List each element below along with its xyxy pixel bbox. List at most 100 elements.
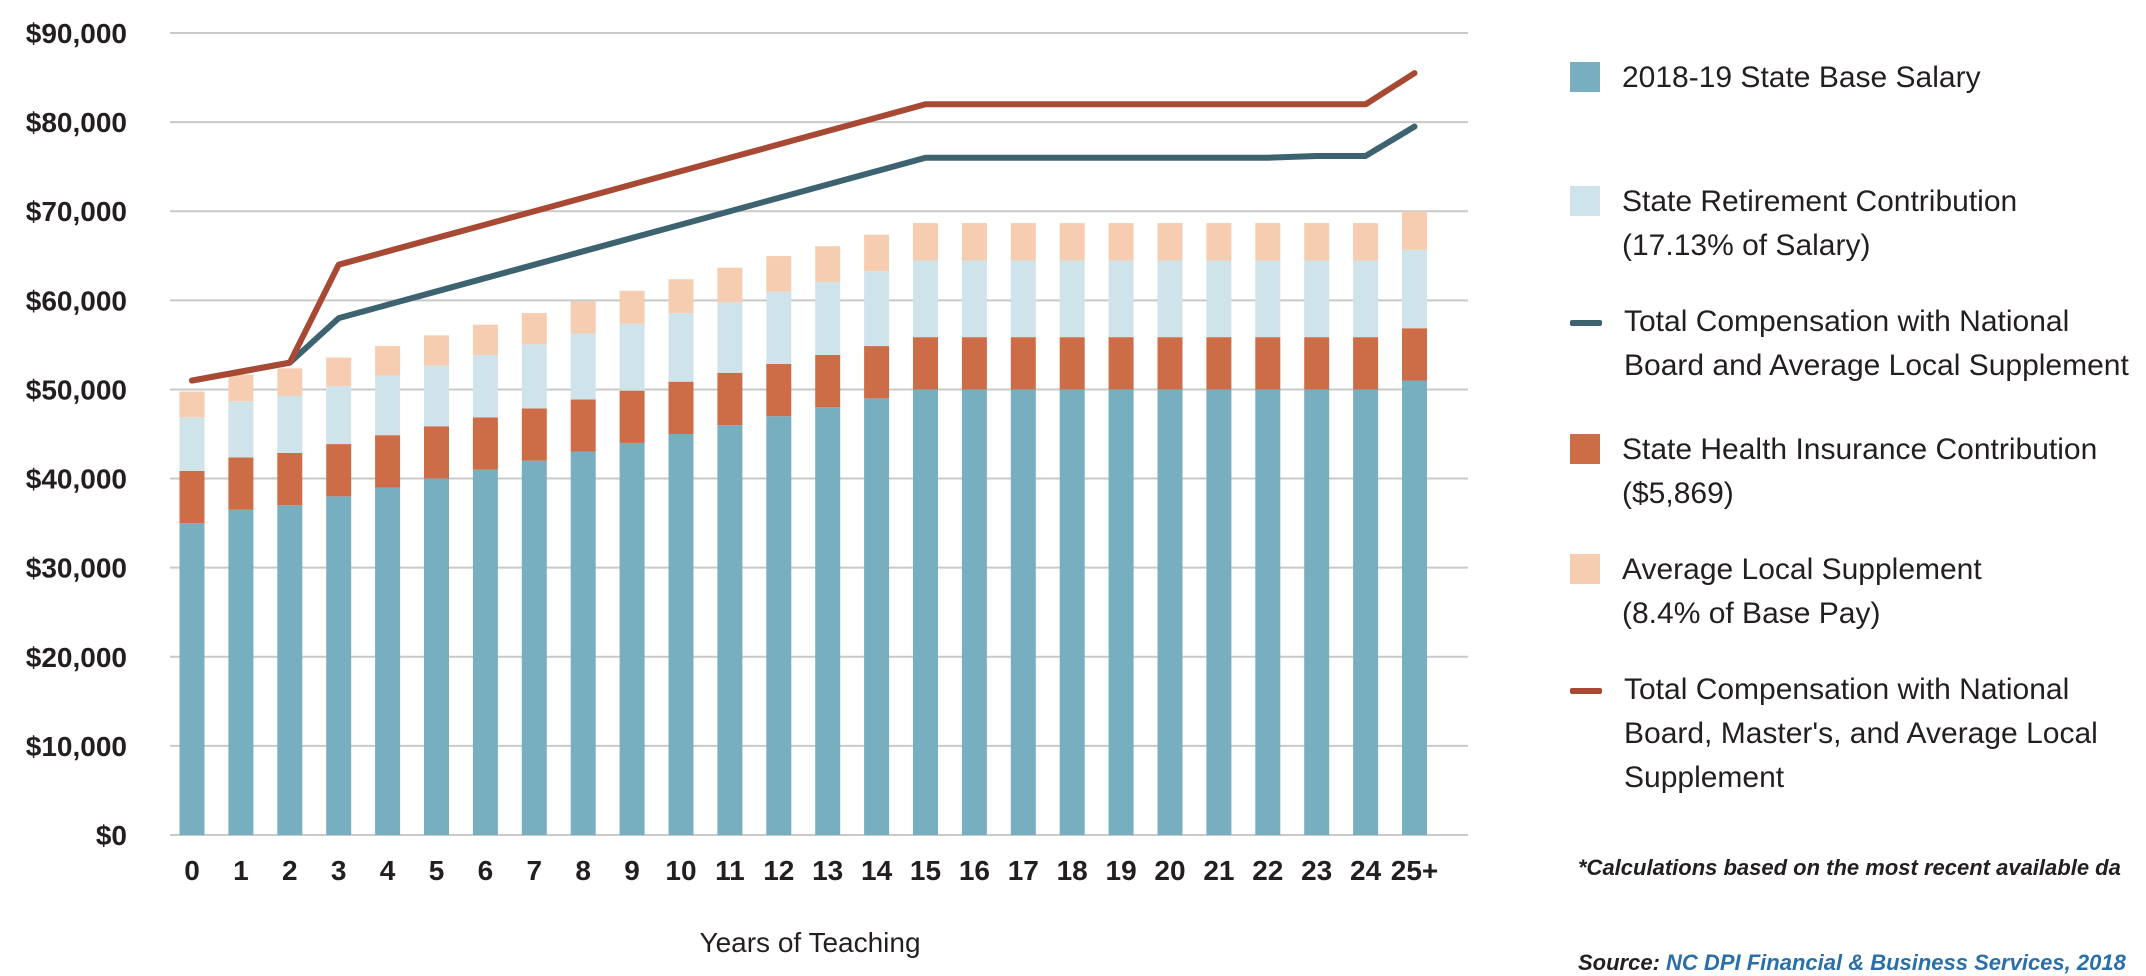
legend-item: State Retirement Contribution (17.13% of… [1570, 180, 2017, 268]
x-tick-label: 16 [959, 855, 990, 886]
bar-segment-1 [1255, 337, 1281, 390]
x-tick-label: 2 [282, 855, 298, 886]
line-series [189, 70, 1418, 384]
bar-segment-0 [1059, 389, 1085, 835]
bar-segment-3 [864, 234, 890, 272]
bar-segment-0 [619, 442, 645, 835]
x-tick-label: 18 [1057, 855, 1088, 886]
bar-segment-2 [668, 313, 694, 382]
x-tick-label: 8 [575, 855, 591, 886]
bar-segment-3 [1059, 223, 1085, 261]
bar-segment-3 [326, 357, 352, 387]
legend-label: Total Compensation with National Board a… [1624, 305, 2129, 382]
bar-segment-3 [1353, 223, 1379, 261]
bar-stack [1402, 211, 1427, 835]
x-tick-label: 1 [233, 855, 249, 886]
legend-color-swatch [1570, 434, 1600, 464]
bar-segment-2 [326, 386, 352, 445]
bar-segment-3 [179, 391, 205, 418]
x-tick-label: 5 [429, 855, 445, 886]
bar-segment-3 [424, 335, 449, 366]
chart: $0 $10,000 $20,000 $30,000 $40,000 $50,000 $60… [26, 18, 1468, 958]
bar-segment-2 [1010, 260, 1036, 338]
bar-segment-1 [1059, 337, 1085, 390]
bar-segment-0 [1255, 389, 1281, 835]
x-tick-label: 19 [1106, 855, 1137, 886]
bar-stack [326, 357, 352, 835]
legend-color-swatch [1570, 554, 1600, 584]
bar-segment-3 [1010, 223, 1036, 261]
series-line-0 [189, 123, 1418, 384]
bar-segment-0 [1157, 389, 1183, 835]
legend-item: Total Compensation with National Board, … [1570, 668, 2098, 800]
x-tick-label: 24 [1350, 855, 1382, 886]
bar-segment-0 [961, 389, 987, 835]
y-tick-label: $40,000 [26, 464, 127, 495]
bar-segment-0 [1353, 389, 1379, 835]
y-tick-label: $50,000 [26, 374, 127, 405]
bar-segment-0 [1304, 389, 1330, 835]
bar-segment-2 [1157, 260, 1183, 338]
bar-segment-0 [521, 460, 547, 835]
bar-segment-0 [375, 487, 401, 835]
bar-segment-0 [864, 398, 890, 835]
bar-segment-2 [521, 344, 547, 409]
bar-segment-1 [1304, 337, 1330, 390]
bar-segment-2 [815, 281, 841, 355]
bar-segment-3 [815, 246, 841, 282]
bar-segment-1 [1157, 337, 1183, 390]
bar-stack [228, 374, 254, 835]
x-tick-label: 12 [763, 855, 794, 886]
y-tick-label: $80,000 [26, 107, 127, 138]
x-tick-label: 17 [1008, 855, 1039, 886]
bar-segment-2 [570, 333, 596, 400]
bar-segment-2 [961, 260, 987, 338]
bar-segment-1 [1402, 328, 1427, 381]
bar-segment-2 [1255, 260, 1281, 338]
bar-segment-3 [961, 223, 987, 261]
bar-segment-0 [1108, 389, 1134, 835]
x-tick-label: 0 [184, 855, 200, 886]
bar-segment-1 [277, 452, 303, 506]
x-tick-label: 3 [331, 855, 347, 886]
bar-stack [913, 223, 938, 835]
y-tick-label: $30,000 [26, 553, 127, 584]
bar-segment-2 [179, 417, 205, 471]
bar-segment-0 [570, 451, 596, 835]
x-tick-label: 9 [624, 855, 640, 886]
bar-segment-1 [961, 337, 987, 390]
bar-segment-0 [815, 407, 841, 835]
x-tick-label: 23 [1301, 855, 1332, 886]
bar-stack [1010, 223, 1036, 835]
bar-segment-0 [472, 469, 498, 835]
bar-segment-0 [766, 416, 792, 835]
bar-segment-3 [277, 368, 303, 396]
x-tick-label: 7 [527, 855, 543, 886]
bar-segment-1 [570, 399, 596, 452]
bar-segment-2 [1402, 249, 1427, 329]
bar-segment-1 [472, 417, 498, 470]
legend-line-swatch [1570, 688, 1602, 694]
source-link[interactable]: NC DPI Financial & Business Services, 20… [1666, 950, 2126, 975]
y-tick-label: $0 [96, 820, 127, 851]
legend-label: State Retirement Contribution (17.13% of… [1622, 185, 2018, 262]
x-tick-label: 10 [665, 855, 696, 886]
y-tick-label: $90,000 [26, 18, 127, 49]
x-axis-ticks: 0 1 2 3 4 5 6 7 8 9 10 11 12 13 14 15 16 17 18 19 20 21 22 23 24… [184, 855, 1438, 886]
bar-stack [1353, 223, 1379, 835]
bar-stack [1108, 223, 1134, 835]
bar-segment-1 [228, 457, 254, 510]
bar-stack [521, 313, 547, 835]
bar-segment-1 [1010, 337, 1036, 390]
bar-stack [864, 234, 890, 835]
bar-segment-1 [717, 372, 743, 426]
bar-segment-1 [1206, 337, 1232, 390]
legend-color-swatch [1570, 62, 1600, 92]
bar-segment-0 [1010, 389, 1036, 835]
bar-stack [472, 324, 498, 835]
legend-line-swatch [1570, 320, 1602, 326]
bar-segment-3 [1157, 223, 1183, 261]
bar-segment-3 [1206, 223, 1232, 261]
x-tick-label: 15 [910, 855, 941, 886]
x-axis-label: Years of Teaching [699, 927, 920, 958]
